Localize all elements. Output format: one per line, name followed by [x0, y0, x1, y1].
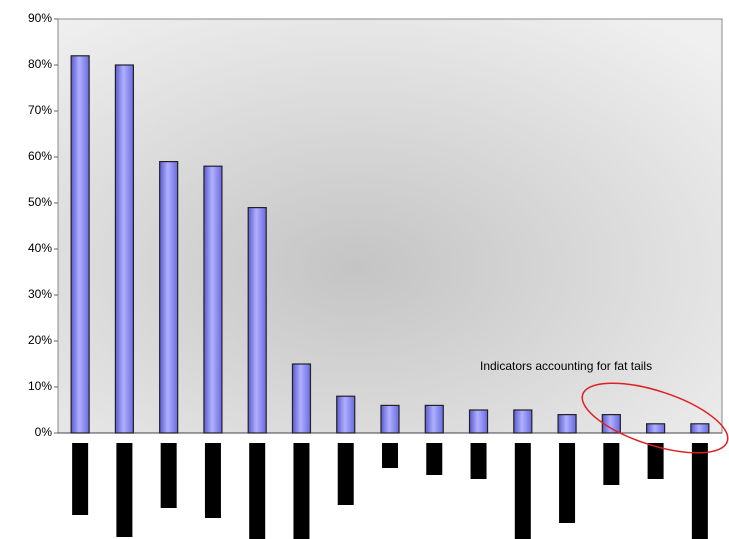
- redacted-label: [514, 443, 531, 539]
- redacted-label: [559, 443, 576, 523]
- y-tick-label: 50%: [28, 195, 52, 209]
- bar: [380, 404, 400, 434]
- redacted-label: [470, 443, 487, 479]
- y-tick-label: 0%: [35, 425, 53, 439]
- bar: [424, 404, 444, 434]
- redacted-label: [382, 443, 398, 468]
- y-tick-label: 70%: [28, 103, 52, 117]
- bar: [247, 207, 267, 434]
- bar: [159, 161, 179, 434]
- redacted-label: [691, 443, 708, 539]
- redacted-label: [160, 443, 177, 508]
- redacted-label: [249, 443, 266, 539]
- y-tick-label: 40%: [28, 241, 52, 255]
- bar: [114, 64, 135, 434]
- bar: [291, 363, 312, 434]
- bar: [70, 55, 90, 434]
- bar: [203, 165, 223, 434]
- redacted-label: [293, 443, 310, 539]
- y-tick-label: 10%: [28, 379, 52, 393]
- redacted-label: [204, 443, 221, 518]
- redacted-label: [337, 443, 354, 505]
- redacted-label: [426, 443, 443, 475]
- bar: [601, 414, 621, 434]
- y-tick-label: 90%: [28, 11, 52, 25]
- redacted-label: [72, 443, 89, 515]
- bar: [557, 414, 577, 434]
- label-redactions: [72, 443, 708, 539]
- bar: [690, 423, 710, 434]
- y-tick-label: 60%: [28, 149, 52, 163]
- redacted-label: [647, 443, 664, 479]
- bar: [513, 409, 533, 434]
- annotation: Indicators accounting for fat tails: [480, 359, 652, 373]
- redacted-label: [603, 443, 620, 485]
- redacted-label: [116, 443, 133, 537]
- y-tick-label: 80%: [28, 57, 52, 71]
- bar: [468, 409, 489, 434]
- y-tick-label: 20%: [28, 333, 52, 347]
- bar: [336, 395, 356, 434]
- bar: [645, 423, 666, 434]
- y-tick-label: 30%: [28, 287, 52, 301]
- highlight-ellipse: [581, 382, 729, 454]
